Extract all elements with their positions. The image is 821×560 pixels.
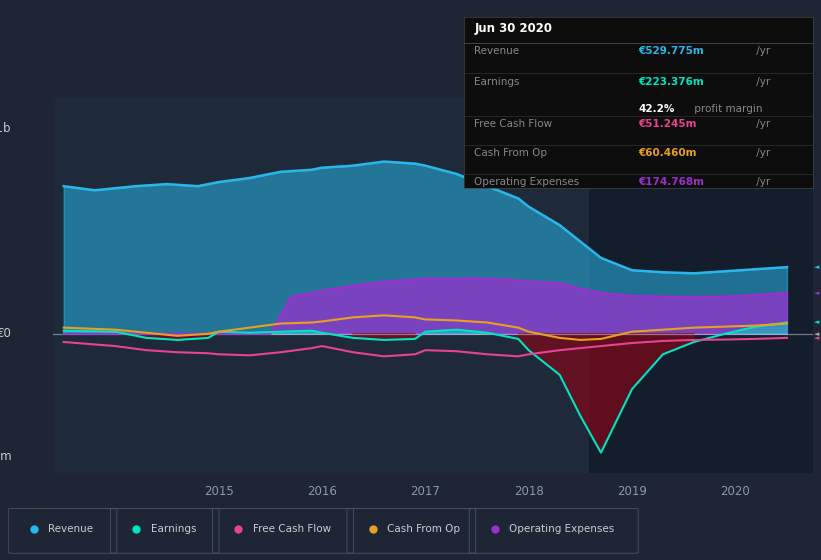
Text: €174.768m: €174.768m [639,178,704,188]
Text: €223.376m: €223.376m [639,77,704,87]
Text: profit margin: profit margin [690,104,762,114]
Text: -€600m: -€600m [0,450,11,463]
Text: Operating Expenses: Operating Expenses [510,524,615,534]
Text: ◄: ◄ [814,290,819,296]
Text: €51.245m: €51.245m [639,119,697,129]
Text: Earnings: Earnings [475,77,520,87]
Text: Free Cash Flow: Free Cash Flow [253,524,331,534]
Text: /yr: /yr [754,178,771,188]
Text: Earnings: Earnings [150,524,196,534]
Bar [589,98,813,473]
Text: ◄: ◄ [814,320,819,325]
Text: ◄: ◄ [814,264,819,270]
Text: Jun 30 2020: Jun 30 2020 [475,22,553,35]
Text: ◄: ◄ [814,331,819,337]
Text: Revenue: Revenue [475,46,520,56]
Text: Cash From Op: Cash From Op [388,524,460,534]
Text: €1b: €1b [0,122,11,136]
Text: Operating Expenses: Operating Expenses [475,178,580,188]
Text: €0: €0 [0,327,11,340]
Text: /yr: /yr [754,148,771,158]
Text: €60.460m: €60.460m [639,148,697,158]
Text: Free Cash Flow: Free Cash Flow [475,119,553,129]
Text: /yr: /yr [754,77,771,87]
Text: Cash From Op: Cash From Op [475,148,548,158]
Text: Revenue: Revenue [48,524,94,534]
Text: ◄: ◄ [814,335,819,341]
Text: /yr: /yr [754,46,771,56]
Text: 42.2%: 42.2% [639,104,675,114]
Text: /yr: /yr [754,119,771,129]
Text: €529.775m: €529.775m [639,46,704,56]
